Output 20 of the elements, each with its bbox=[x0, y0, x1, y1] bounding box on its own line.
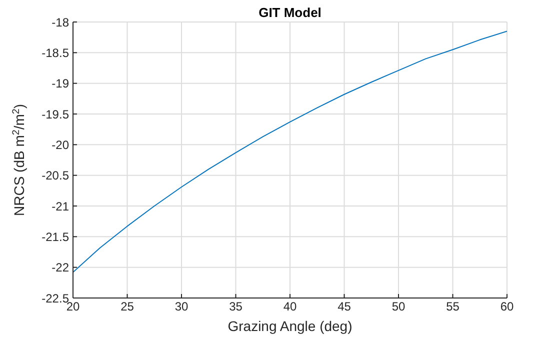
x-axis-title: Grazing Angle (deg) bbox=[228, 318, 352, 334]
x-tick-label: 60 bbox=[500, 300, 514, 314]
x-tick-label: 55 bbox=[446, 300, 460, 314]
y-tick-label: -21 bbox=[52, 199, 70, 214]
y-tick-label: -22 bbox=[52, 260, 70, 275]
line-series bbox=[73, 30, 507, 273]
y-tick-label: -20.5 bbox=[42, 168, 70, 183]
y-tick-label: -21.5 bbox=[42, 230, 70, 244]
x-tick-label: 35 bbox=[229, 300, 243, 314]
y-tick-label: -18.5 bbox=[42, 46, 70, 60]
y-tick-label: -18 bbox=[52, 15, 70, 30]
y-tick-label: -19 bbox=[52, 76, 70, 91]
y-tick-label: -20 bbox=[52, 138, 70, 152]
chart-title: GIT Model bbox=[258, 5, 322, 20]
y-tick-label: -19.5 bbox=[42, 107, 70, 122]
x-tick-label: 30 bbox=[174, 300, 188, 314]
x-tick-label: 50 bbox=[392, 300, 406, 314]
x-tick-label: 25 bbox=[120, 300, 134, 314]
x-tick-label: 40 bbox=[283, 300, 297, 314]
x-tick-label: 45 bbox=[338, 300, 352, 314]
